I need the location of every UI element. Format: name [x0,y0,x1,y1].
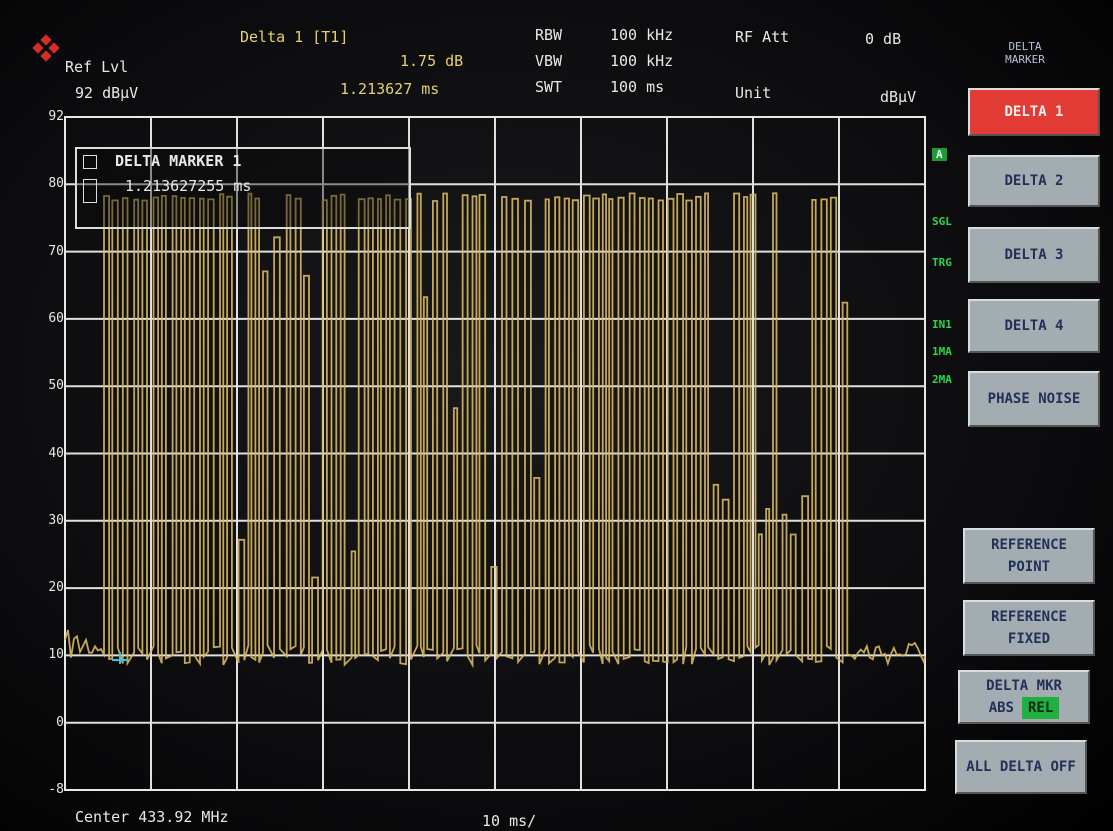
indicator: SGL [932,215,952,228]
swt-label: SWT [535,78,562,96]
softkey-title: DELTA MARKER [990,40,1060,66]
rel: REL [1022,697,1059,719]
box-icon [83,155,97,169]
ref-value: 92 dBµV [75,84,138,102]
softkey[interactable]: REFERENCE POINT [963,528,1095,584]
softkey-label: REFERENCE POINT [974,534,1084,578]
softkey[interactable]: DELTA 3 [968,227,1100,283]
swt-value: 100 ms [610,78,664,96]
y-tick-label: 50 [30,378,64,393]
plot [0,0,1113,831]
abs: ABS [989,697,1014,719]
y-tick-label: 0 [30,715,64,730]
rf-att-label: RF Att [735,28,789,46]
vbw-value: 100 kHz [610,52,673,70]
scroll-icon [83,179,97,203]
softkey[interactable]: DELTA 4 [968,299,1100,353]
softkey[interactable]: DELTA 1 [968,88,1100,136]
unit-label: Unit [735,84,771,102]
softkey[interactable]: PHASE NOISE [968,371,1100,427]
logo [32,34,62,64]
marker-box-title: DELTA MARKER 1 [115,152,241,170]
span: 10 ms/ [482,812,536,830]
rbw-value: 100 kHz [610,26,673,44]
indicator: 2MA [932,373,952,386]
softkey[interactable]: DELTA 2 [968,155,1100,207]
y-tick-label: 60 [30,311,64,326]
y-tick-label: 80 [30,176,64,191]
softkey-label: DELTA MKR [969,675,1079,697]
softkey-label: DELTA 4 [979,315,1089,337]
softkey[interactable]: ALL DELTA OFF [955,740,1087,794]
y-tick-label: 30 [30,513,64,528]
softkey-label: REFERENCE FIXED [974,606,1084,650]
y-tick-label: 10 [30,647,64,662]
softkey-label: DELTA 2 [979,170,1089,192]
center-freq: Center 433.92 MHz [75,808,229,826]
y-tick-label: 70 [30,244,64,259]
indicator: 1MA [932,345,952,358]
analyzer-screen: Delta 1 [T1] 1.75 dB 1.213627 ms Ref Lvl… [0,0,1113,831]
abs-rel: ABS REL [989,697,1060,719]
marker-symbol [112,652,128,664]
rbw-label: RBW [535,26,562,44]
vbw-label: VBW [535,52,562,70]
marker-box: DELTA MARKER 1 1.213627255 ms [75,147,411,229]
ref-label: Ref Lvl [65,58,128,76]
y-tick-label: 92 [30,109,64,124]
softkey-label: DELTA 1 [979,101,1089,123]
indicator: TRG [932,256,952,269]
indicator: A [932,148,947,161]
indicator: IN1 [932,318,952,331]
marker-box-value: 1.213627255 ms [125,177,251,195]
unit-value: dBµV [880,88,916,106]
marker-name: Delta 1 [T1] [240,28,348,46]
marker-level: 1.75 dB [400,52,463,70]
softkey-label: ALL DELTA OFF [966,756,1076,778]
y-tick-label: -8 [30,782,64,797]
softkey[interactable]: REFERENCE FIXED [963,600,1095,656]
rf-att-value: 0 dB [865,30,901,48]
softkey-label: PHASE NOISE [979,388,1089,410]
softkey-label: DELTA 3 [979,244,1089,266]
y-tick-label: 20 [30,580,64,595]
y-tick-label: 40 [30,446,64,461]
marker-time: 1.213627 ms [340,80,439,98]
